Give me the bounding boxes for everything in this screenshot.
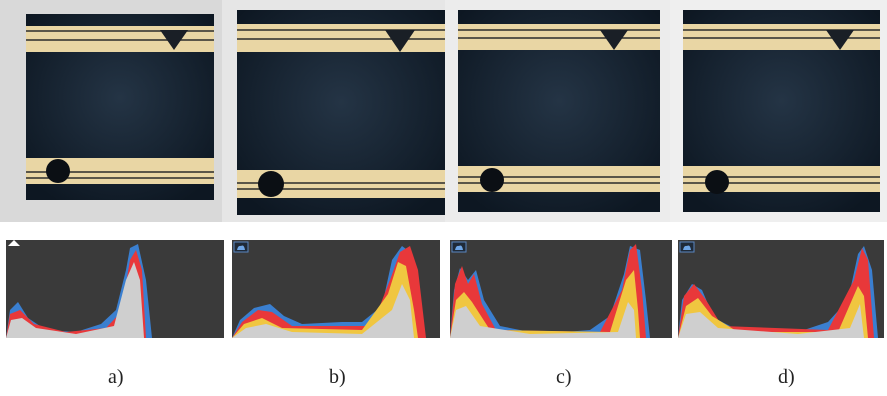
specimen-photo-c	[458, 10, 660, 212]
histogram-b	[232, 240, 440, 338]
cloud-icon	[237, 245, 245, 250]
cloud-icon	[455, 245, 463, 250]
histogram-d	[678, 240, 884, 338]
triangle-warning-icon	[8, 240, 20, 246]
cloud-icon	[683, 245, 691, 250]
specimen-photo-b	[237, 10, 445, 215]
photo-backdrop	[0, 0, 887, 222]
photo-strip	[0, 0, 887, 222]
specimen-photo-d	[683, 10, 880, 212]
histogram-c	[450, 240, 672, 338]
caption-d: d)	[778, 366, 795, 388]
caption-b: b)	[329, 366, 346, 388]
caption-c: c)	[556, 366, 572, 388]
specimen-photo-a	[26, 14, 214, 200]
histogram-a	[6, 240, 224, 338]
caption-a: a)	[108, 366, 124, 388]
